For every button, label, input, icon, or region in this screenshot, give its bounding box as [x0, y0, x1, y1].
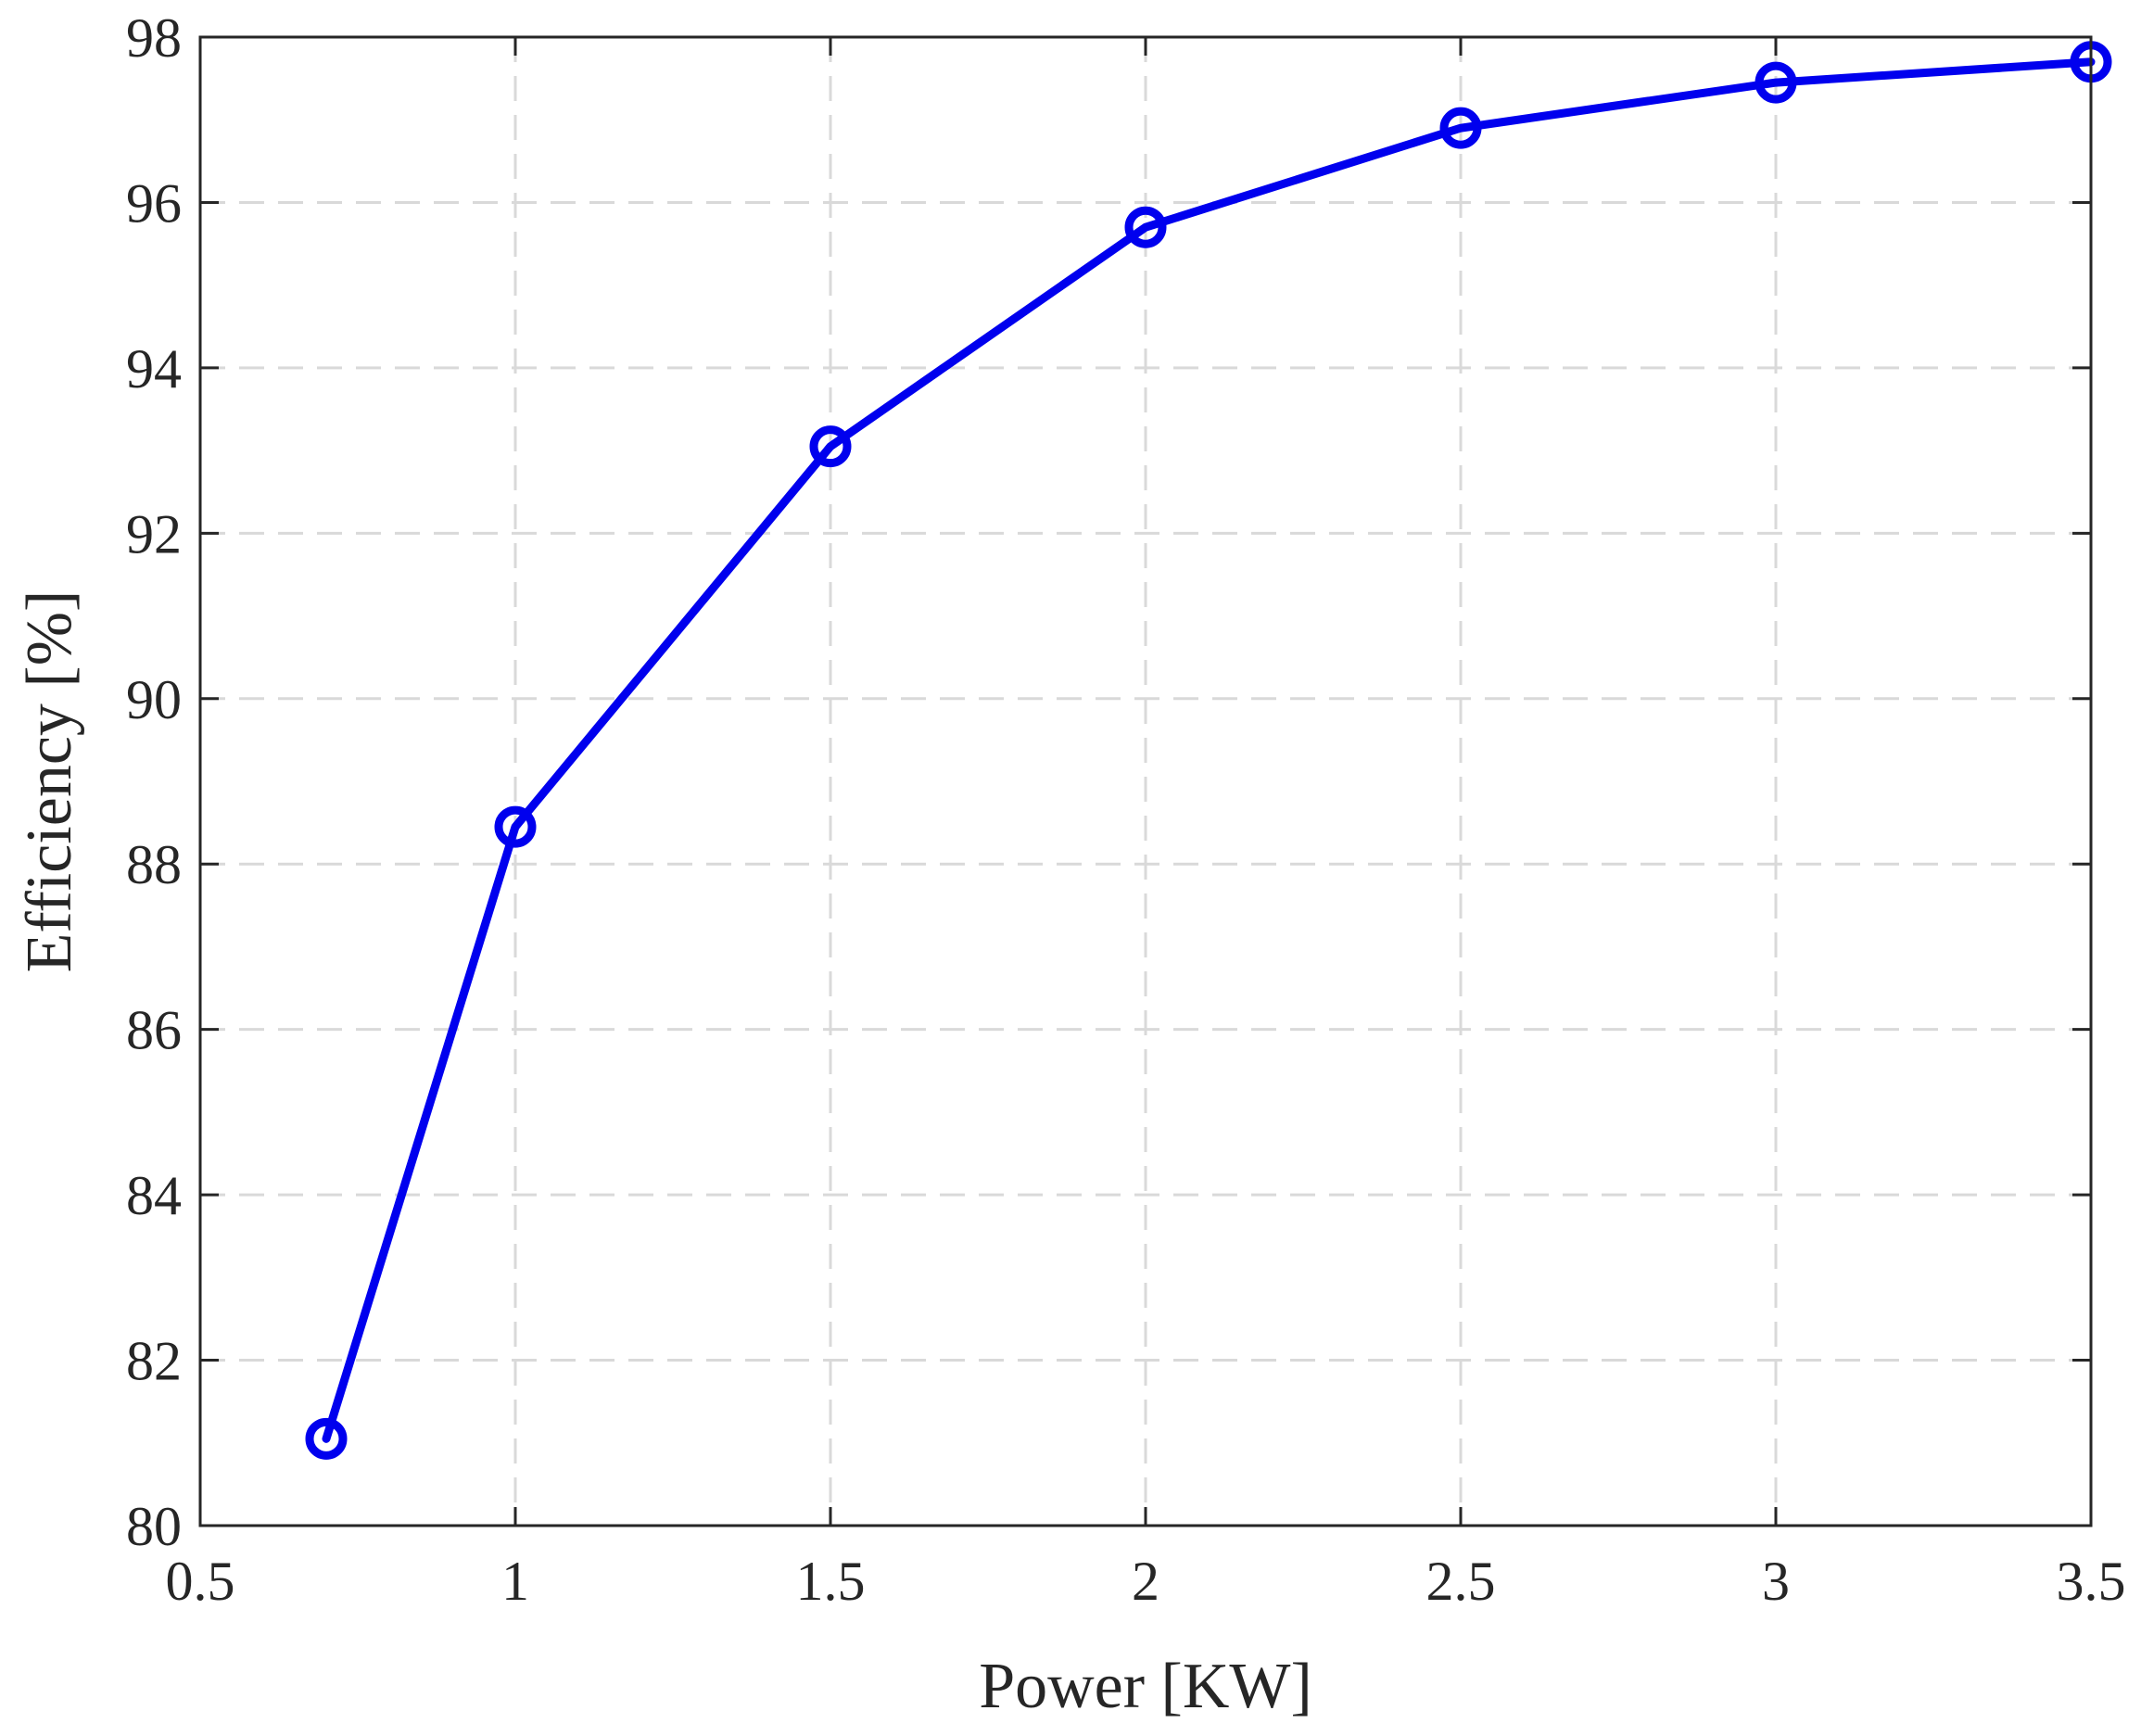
- data-point: [1124, 206, 1167, 248]
- y-tick-label: 84: [126, 1165, 182, 1226]
- data-point: [1439, 107, 1482, 149]
- x-tick-label: 3.5: [2057, 1551, 2126, 1612]
- x-tick-label: 1.5: [796, 1551, 866, 1612]
- data-point: [1755, 61, 1797, 104]
- y-tick-label: 86: [126, 1000, 182, 1061]
- series-layer: [305, 41, 2112, 1460]
- grid-lines: [200, 37, 2091, 1526]
- x-tick-label: 0.5: [166, 1551, 235, 1612]
- x-tick-label: 1: [501, 1551, 529, 1612]
- y-tick-label: 92: [126, 503, 182, 564]
- x-axis-label: Power [KW]: [979, 1651, 1312, 1722]
- data-point: [494, 805, 537, 848]
- y-tick-labels: 80 82 84 86 88 90 92 94 96 98: [126, 7, 182, 1557]
- y-tick-label: 96: [126, 172, 182, 234]
- y-tick-label: 98: [126, 7, 182, 69]
- x-tick-labels: 0.5 1 1.5 2 2.5 3 3.5: [166, 1551, 2126, 1612]
- data-point: [305, 1417, 348, 1460]
- series-line: [322, 57, 2096, 1443]
- plot-frame: [198, 35, 2093, 1527]
- y-axis-label: Efficiency [%]: [14, 590, 85, 973]
- data-point: [809, 425, 852, 468]
- y-tick-label: 90: [126, 669, 182, 730]
- x-tick-label: 2: [1132, 1551, 1159, 1612]
- x-tick-label: 2.5: [1426, 1551, 1496, 1612]
- y-tick-label: 82: [126, 1331, 182, 1392]
- x-tick-label: 3: [1762, 1551, 1790, 1612]
- y-tick-label: 80: [126, 1496, 182, 1557]
- y-tick-label: 94: [126, 338, 182, 399]
- y-tick-label: 88: [126, 834, 182, 895]
